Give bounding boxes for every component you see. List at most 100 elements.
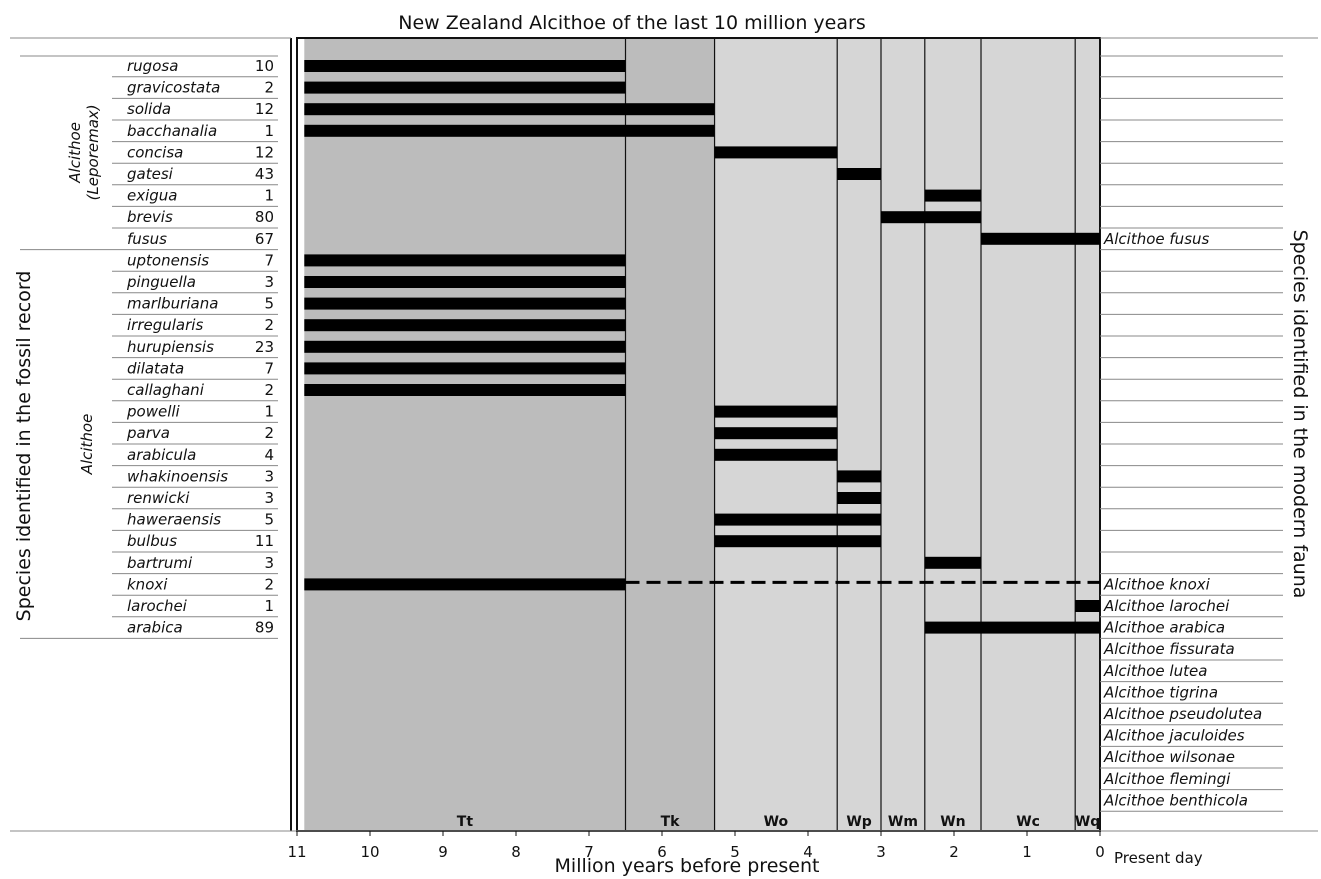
species-name: gravicostata [127,79,220,97]
specimen-count: 3 [264,467,274,485]
specimen-count: 80 [255,208,274,226]
specimen-count: 5 [264,511,274,529]
modern-species-name: Alcithoe jaculoides [1103,727,1245,745]
specimen-count: 2 [264,575,274,593]
species-name: larochei [127,597,188,615]
x-tick-label: 11 [287,843,306,861]
range-bar [714,146,838,159]
group-label: Alcithoe [66,122,84,184]
species-name: bacchanalia [127,122,217,140]
specimen-count: 11 [255,532,274,550]
range-bar [304,297,626,310]
modern-species-name: Alcithoe wilsonae [1103,748,1235,766]
species-name: arabica [127,619,183,637]
species-name: irregularis [127,316,203,334]
x-tick-label: 5 [730,843,740,861]
range-bar [714,405,838,418]
species-name: whakinoensis [127,467,228,485]
range-bar [304,340,626,353]
specimen-count: 1 [264,122,274,140]
species-name: brevis [127,208,173,226]
specimen-count: 10 [255,57,274,75]
range-bar [1075,600,1100,612]
range-bar [304,254,626,267]
modern-species-name: Alcithoe fusus [1103,230,1210,248]
modern-species-name: Alcithoe flemingi [1103,770,1231,788]
stage-band [625,38,715,831]
species-name: callaghani [127,381,205,399]
range-bar [304,103,715,116]
specimen-count: 5 [264,295,274,313]
specimen-count: 4 [264,446,274,464]
modern-species-name: Alcithoe lutea [1103,662,1207,680]
range-bar [304,319,626,332]
specimen-count: 2 [264,424,274,442]
range-bar [981,232,1100,245]
modern-species-name: Alcithoe knoxi [1103,575,1211,593]
x-tick-label: 8 [511,843,521,861]
x-tick-label: 9 [438,843,448,861]
specimen-count: 3 [264,489,274,507]
specimen-count: 12 [255,143,274,161]
species-name: knoxi [127,575,168,593]
range-bar [837,492,881,504]
species-name: pinguella [126,273,196,291]
x-tick-label: 1 [1022,843,1032,861]
specimen-count: 89 [255,619,274,637]
specimen-count: 43 [255,165,274,183]
range-bar [304,60,626,72]
stage-label: Wm [888,814,918,830]
species-name: haweraensis [127,511,221,529]
stage-band [1075,38,1100,831]
right-axis-label: Species identified in the modern fauna [1289,230,1311,599]
specimen-count: 7 [264,251,274,269]
range-bar [837,168,881,180]
stage-label: Wn [940,814,965,830]
specimen-count: 2 [264,381,274,399]
species-name: hurupiensis [127,338,214,356]
specimen-count: 1 [264,187,274,205]
specimen-count: 3 [264,554,274,572]
stage-band [837,38,881,831]
stage-label: Tt [457,814,474,830]
x-tick-label: 7 [584,843,594,861]
species-name: solida [127,100,171,118]
range-bar [304,81,626,94]
stage-label: Wo [764,814,789,830]
specimen-count: 7 [264,359,274,377]
stage-band [881,38,925,831]
x-tick-label: 4 [803,843,813,861]
species-name: arabicula [127,446,196,464]
modern-species-name: Alcithoe benthicola [1103,791,1248,809]
modern-species-name: Alcithoe arabica [1103,619,1225,637]
range-bar [304,578,626,591]
specimen-count: 12 [255,100,274,118]
x-tick-label: 3 [876,843,886,861]
specimen-count: 2 [264,316,274,334]
range-bar [304,276,626,288]
x-tick-label: 6 [657,843,667,861]
species-name: concisa [127,143,183,161]
species-name: dilatata [127,359,184,377]
range-bar [924,556,982,569]
modern-species-name: Alcithoe tigrina [1103,683,1218,701]
stage-band [981,38,1076,831]
species-name: renwicki [127,489,190,507]
species-name: parva [126,424,170,442]
stage-label: Wc [1016,814,1040,830]
species-name: bartrumi [127,554,193,572]
modern-species-name: Alcithoe fissurata [1103,640,1235,658]
specimen-count: 1 [264,403,274,421]
range-bar [304,362,626,375]
specimen-count: 67 [255,230,274,248]
species-name: uptonensis [127,251,209,269]
stage-label: Wp [846,814,871,830]
group-label: Alcithoe [78,414,96,476]
specimen-count: 1 [264,597,274,615]
x-tick-label: 0 [1095,843,1105,861]
x-axis-label: Million years before present [555,855,820,877]
group-sublabel: (Leporemax) [84,104,102,200]
range-bar [304,384,626,396]
species-name: bulbus [127,532,177,550]
